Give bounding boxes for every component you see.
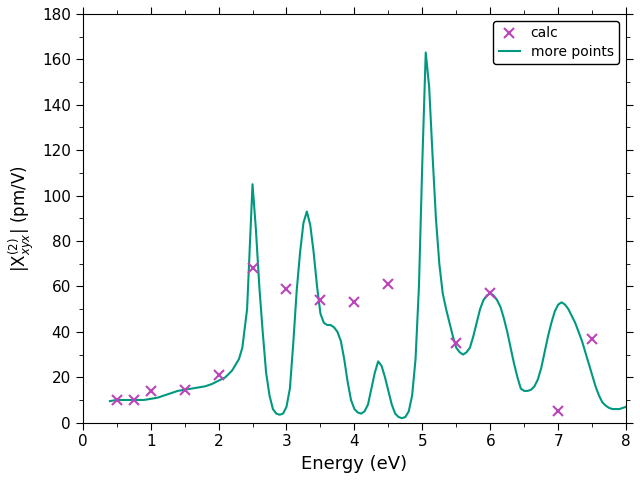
calc <box>452 340 460 346</box>
more points <box>167 390 175 396</box>
Y-axis label: $|\mathsf{X}_{xyx}^{(2)}|$ (pm/V): $|\mathsf{X}_{xyx}^{(2)}|$ (pm/V) <box>7 165 36 272</box>
calc <box>554 408 562 414</box>
Line: calc: calc <box>112 264 597 416</box>
more points <box>622 404 630 409</box>
calc <box>283 286 291 291</box>
calc <box>486 290 494 296</box>
calc <box>317 297 324 303</box>
calc <box>214 372 222 378</box>
more points <box>106 398 114 404</box>
Line: more points: more points <box>110 52 626 418</box>
X-axis label: Energy (eV): Energy (eV) <box>301 455 408 473</box>
calc <box>113 397 120 403</box>
more points <box>398 415 406 421</box>
more points <box>422 49 429 55</box>
calc <box>147 388 154 394</box>
calc <box>351 300 358 305</box>
calc <box>130 397 138 403</box>
calc <box>180 387 188 393</box>
more points <box>476 306 484 312</box>
Legend: calc, more points: calc, more points <box>493 21 619 64</box>
more points <box>612 406 620 412</box>
more points <box>463 349 470 355</box>
calc <box>588 336 596 342</box>
more points <box>490 293 497 299</box>
more points <box>602 403 609 408</box>
calc <box>249 265 257 271</box>
calc <box>385 281 392 287</box>
